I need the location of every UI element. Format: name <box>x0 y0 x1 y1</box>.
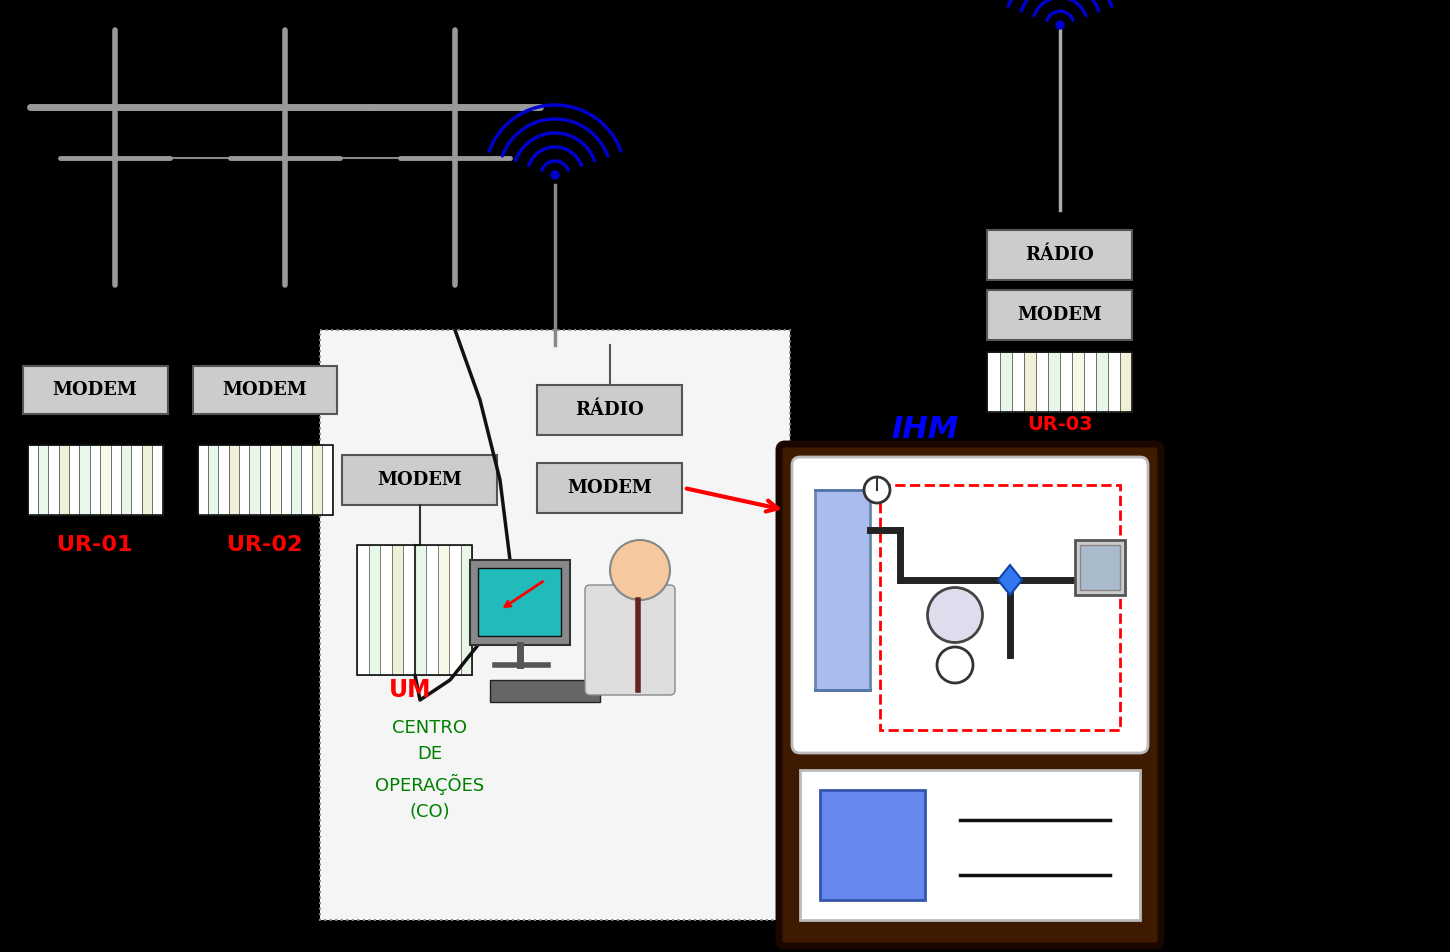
Ellipse shape <box>928 587 983 643</box>
Bar <box>1048 352 1060 412</box>
Bar <box>450 545 461 675</box>
Text: RÁDIO: RÁDIO <box>1025 246 1095 264</box>
Bar <box>490 680 600 702</box>
FancyBboxPatch shape <box>470 560 570 645</box>
Bar <box>1108 352 1121 412</box>
Bar <box>219 445 229 515</box>
Bar <box>120 445 132 515</box>
FancyBboxPatch shape <box>342 455 497 505</box>
Bar <box>58 445 70 515</box>
Bar <box>415 545 426 675</box>
Bar <box>28 445 38 515</box>
Circle shape <box>864 477 890 503</box>
Text: MODEM: MODEM <box>567 479 652 497</box>
Text: UR-03: UR-03 <box>1027 415 1093 434</box>
Bar <box>1024 352 1035 412</box>
Bar <box>80 445 90 515</box>
Bar <box>392 545 403 675</box>
Text: MODEM: MODEM <box>222 381 307 399</box>
Bar <box>132 445 142 515</box>
Text: CENTRO
DE
OPERAÇÕES
(CO): CENTRO DE OPERAÇÕES (CO) <box>376 719 484 821</box>
Circle shape <box>610 540 670 600</box>
Bar <box>302 445 312 515</box>
Bar <box>1096 352 1108 412</box>
FancyBboxPatch shape <box>538 463 683 513</box>
Text: UR-02: UR-02 <box>228 535 303 555</box>
Text: UM: UM <box>389 678 431 702</box>
Text: MODEM: MODEM <box>377 471 463 489</box>
Text: MODEM: MODEM <box>52 381 138 399</box>
Bar <box>197 445 332 515</box>
Bar <box>800 770 1140 920</box>
Bar <box>48 445 58 515</box>
Bar <box>403 545 415 675</box>
Bar <box>1085 352 1096 412</box>
Bar <box>368 545 380 675</box>
Bar <box>28 445 162 515</box>
Bar <box>110 445 120 515</box>
Bar <box>815 490 870 690</box>
FancyBboxPatch shape <box>538 385 683 435</box>
Bar <box>999 352 1012 412</box>
FancyBboxPatch shape <box>987 290 1132 340</box>
Bar <box>987 352 999 412</box>
FancyBboxPatch shape <box>23 366 168 414</box>
Text: IHM: IHM <box>892 415 958 445</box>
Bar <box>152 445 162 515</box>
Bar <box>312 445 322 515</box>
Bar <box>70 445 80 515</box>
FancyBboxPatch shape <box>987 230 1132 280</box>
Bar <box>281 445 291 515</box>
Bar <box>1121 352 1132 412</box>
Bar <box>142 445 152 515</box>
Bar <box>438 545 450 675</box>
Bar <box>426 545 438 675</box>
FancyBboxPatch shape <box>779 444 1161 946</box>
Circle shape <box>1056 21 1064 29</box>
Bar <box>100 445 110 515</box>
Bar <box>322 445 332 515</box>
Bar <box>1012 352 1024 412</box>
FancyBboxPatch shape <box>193 366 338 414</box>
Bar <box>478 568 561 636</box>
Bar <box>291 445 302 515</box>
Bar <box>1080 545 1119 590</box>
Bar <box>320 330 790 920</box>
Bar <box>880 485 1119 730</box>
Bar <box>38 445 48 515</box>
Bar <box>249 445 260 515</box>
FancyBboxPatch shape <box>584 585 676 695</box>
Bar <box>358 545 368 675</box>
Bar <box>461 545 473 675</box>
Circle shape <box>551 171 560 179</box>
Bar <box>207 445 219 515</box>
Circle shape <box>937 647 973 683</box>
Bar <box>1060 352 1072 412</box>
Bar <box>229 445 239 515</box>
Bar <box>358 545 473 675</box>
Text: UR-01: UR-01 <box>57 535 133 555</box>
Polygon shape <box>998 565 1022 595</box>
Text: MODEM: MODEM <box>1018 306 1102 324</box>
Bar <box>1035 352 1048 412</box>
Bar <box>821 790 925 900</box>
Bar <box>197 445 207 515</box>
FancyBboxPatch shape <box>792 457 1148 753</box>
Bar <box>1072 352 1085 412</box>
Bar <box>239 445 249 515</box>
Text: RÁDIO: RÁDIO <box>576 401 644 419</box>
Bar <box>380 545 392 675</box>
Bar <box>90 445 100 515</box>
Bar <box>270 445 281 515</box>
Bar <box>260 445 270 515</box>
Bar <box>987 352 1132 412</box>
Bar <box>1074 540 1125 595</box>
